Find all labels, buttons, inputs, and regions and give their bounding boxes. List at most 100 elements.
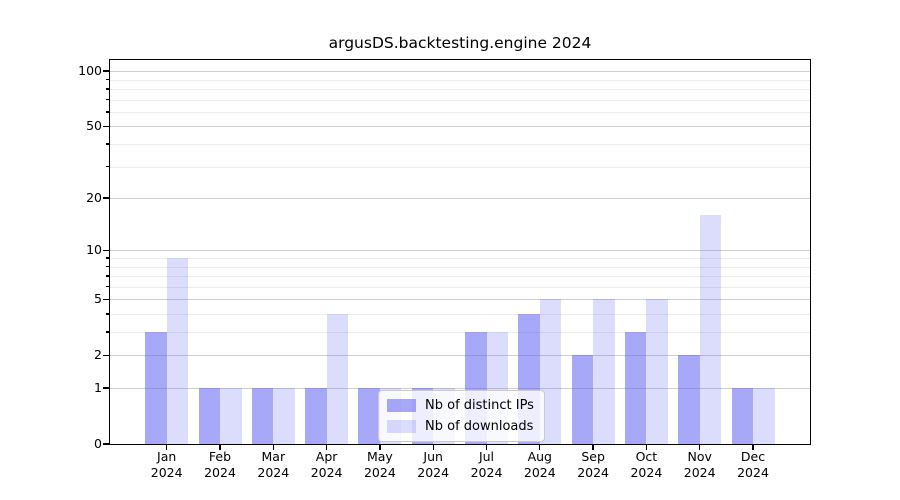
y-major-tick-1	[103, 387, 109, 389]
bar-nb-of-distinct-ips-oct-2024	[624, 332, 647, 444]
x-tick-oct-2024	[645, 444, 648, 450]
legend-swatch-downloads-icon	[387, 420, 416, 433]
gridline-minor-7	[110, 276, 810, 278]
y-major-tick-100	[103, 70, 109, 72]
y-minor-tick-40	[106, 143, 109, 145]
y-major-tick-20	[103, 197, 109, 199]
x-tick-label-sep-2024: Sep 2024	[577, 449, 609, 480]
y-tick-label-1: 1	[94, 380, 102, 395]
legend-item-downloads: Nb of downloads	[387, 419, 534, 434]
y-tick-label-20: 20	[86, 190, 102, 206]
legend-item-distinct-ips: Nb of distinct IPs	[387, 398, 534, 413]
bar-nb-of-distinct-ips-nov-2024	[678, 355, 700, 444]
gridline-minor-60	[110, 111, 810, 113]
bar-nb-of-distinct-ips-may-2024	[358, 388, 380, 444]
x-tick-label-may-2024: May 2024	[363, 449, 396, 480]
legend-label-distinct-ips: Nb of distinct IPs	[425, 398, 534, 413]
x-tick-dec-2024	[752, 444, 754, 450]
bar-nb-of-downloads-dec-2024	[753, 388, 775, 444]
x-tick-label-nov-2024: Nov 2024	[683, 449, 716, 480]
y-tick-label-100: 100	[78, 63, 102, 79]
x-tick-feb-2024	[219, 444, 221, 450]
x-tick-nov-2024	[699, 444, 701, 450]
x-tick-may-2024	[379, 444, 381, 450]
y-major-tick-10	[103, 249, 109, 251]
y-minor-tick-8	[106, 265, 109, 268]
x-tick-label-oct-2024: Oct 2024	[630, 449, 663, 480]
bar-nb-of-downloads-sep-2024	[593, 299, 615, 444]
gridline-major-20	[110, 198, 810, 200]
legend-swatch-distinct-ips-icon	[387, 399, 416, 412]
gridline-major-100	[110, 71, 810, 73]
chart-title: argusDS.backtesting.engine 2024	[328, 34, 592, 52]
x-tick-label-mar-2024: Mar 2024	[257, 449, 290, 480]
x-tick-label-feb-2024: Feb 2024	[204, 449, 236, 480]
x-tick-label-dec-2024: Dec 2024	[737, 449, 769, 480]
y-tick-label-10: 10	[86, 242, 102, 258]
x-tick-label-jan-2024: Jan 2024	[150, 449, 183, 480]
bar-nb-of-distinct-ips-jan-2024	[145, 332, 167, 444]
y-minor-tick-9	[106, 257, 109, 259]
y-minor-tick-4	[106, 313, 109, 315]
bar-nb-of-downloads-aug-2024	[539, 299, 562, 444]
bar-nb-of-downloads-nov-2024	[699, 215, 722, 444]
legend: Nb of distinct IPs Nb of downloads	[378, 390, 545, 442]
bar-nb-of-distinct-ips-sep-2024	[571, 355, 594, 444]
y-axis-labels: 0 1 2 5 10 20 50 100	[0, 60, 102, 451]
plot-area: Nb of distinct IPs Nb of downloads	[103, 59, 811, 450]
gridline-minor-40	[110, 144, 810, 145]
y-minor-tick-3	[106, 331, 109, 333]
y-tick-label-2: 2	[94, 347, 102, 363]
y-minor-tick-60	[106, 111, 109, 113]
x-axis-labels: Jan 2024 Feb 2024 Mar 2024 Apr 2024 May 2024 Jun 20…	[110, 449, 810, 489]
bar-nb-of-downloads-mar-2024	[273, 388, 295, 444]
gridline-minor-8	[110, 266, 810, 268]
gridline-minor-90	[110, 79, 810, 81]
bar-nb-of-distinct-ips-feb-2024	[198, 388, 220, 444]
bar-nb-of-distinct-ips-mar-2024	[251, 388, 274, 444]
gridline-minor-4	[110, 313, 810, 315]
y-minor-tick-70	[106, 98, 109, 101]
x-tick-jun-2024	[432, 444, 434, 450]
y-minor-tick-6	[106, 286, 109, 288]
bar-nb-of-distinct-ips-dec-2024	[731, 388, 753, 444]
bar-nb-of-downloads-apr-2024	[326, 314, 349, 444]
gridline-major-5	[110, 299, 810, 301]
y-major-tick-2	[103, 354, 109, 356]
bar-nb-of-distinct-ips-apr-2024	[305, 388, 327, 444]
gridline-major-50	[110, 126, 810, 128]
y-tick-label-0: 0	[94, 436, 102, 451]
x-tick-label-apr-2024: Apr 2024	[310, 449, 343, 480]
x-tick-label-aug-2024: Aug 2024	[523, 449, 556, 480]
gridline-major-2	[110, 355, 810, 357]
y-minor-tick-80	[106, 88, 109, 90]
gridline-minor-6	[110, 286, 810, 288]
y-major-tick-0	[103, 443, 109, 445]
y-major-tick-5	[103, 298, 109, 300]
y-minor-tick-30	[106, 165, 109, 168]
x-tick-apr-2024	[325, 444, 328, 450]
legend-label-downloads: Nb of downloads	[425, 419, 534, 434]
gridline-major-1	[110, 388, 810, 389]
x-tick-label-jul-2024: Jul 2024	[470, 449, 503, 480]
bar-nb-of-downloads-oct-2024	[646, 299, 668, 444]
y-minor-tick-90	[106, 78, 109, 81]
x-tick-sep-2024	[592, 444, 594, 450]
y-minor-tick-7	[106, 275, 109, 277]
gridline-minor-30	[110, 166, 810, 168]
bar-nb-of-downloads-feb-2024	[220, 388, 242, 444]
x-tick-label-jun-2024: Jun 2024	[417, 449, 450, 480]
gridline-minor-80	[110, 89, 810, 90]
gridline-major-10	[110, 250, 810, 252]
gridline-minor-9	[110, 257, 810, 259]
y-major-tick-50	[103, 125, 109, 128]
gridline-minor-70	[110, 99, 810, 101]
gridline-minor-3	[110, 332, 810, 333]
y-tick-label-5: 5	[94, 291, 102, 307]
bar-nb-of-downloads-jan-2024	[166, 258, 189, 444]
x-tick-jan-2024	[166, 444, 168, 450]
x-tick-aug-2024	[539, 444, 541, 450]
y-tick-label-50: 50	[86, 118, 102, 134]
x-tick-mar-2024	[272, 444, 274, 450]
